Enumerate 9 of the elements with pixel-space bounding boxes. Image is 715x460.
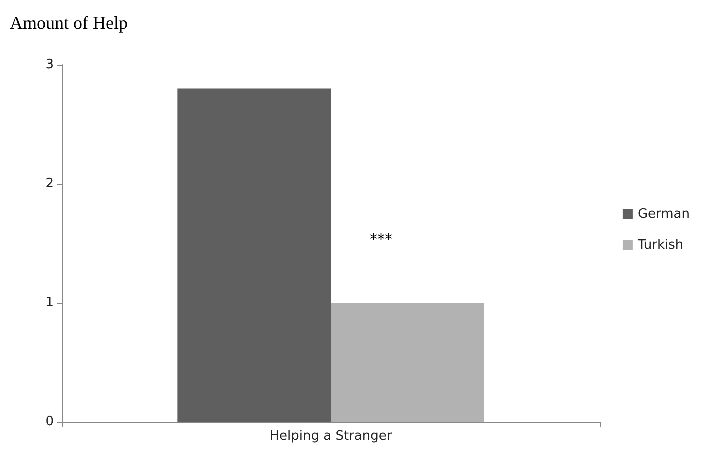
y-tick-label: 3: [46, 58, 54, 72]
annotation: ***: [370, 230, 393, 248]
x-tick-label: Helping a Stranger: [270, 429, 393, 444]
y-tick-label: 0: [46, 414, 54, 430]
y-tick-label: 2: [46, 176, 54, 192]
y-axis-title: Amount of Help: [10, 13, 128, 33]
legend-label: Turkish: [636, 238, 684, 253]
legend-label: German: [638, 207, 690, 222]
y-tick-label: 1: [46, 296, 54, 310]
